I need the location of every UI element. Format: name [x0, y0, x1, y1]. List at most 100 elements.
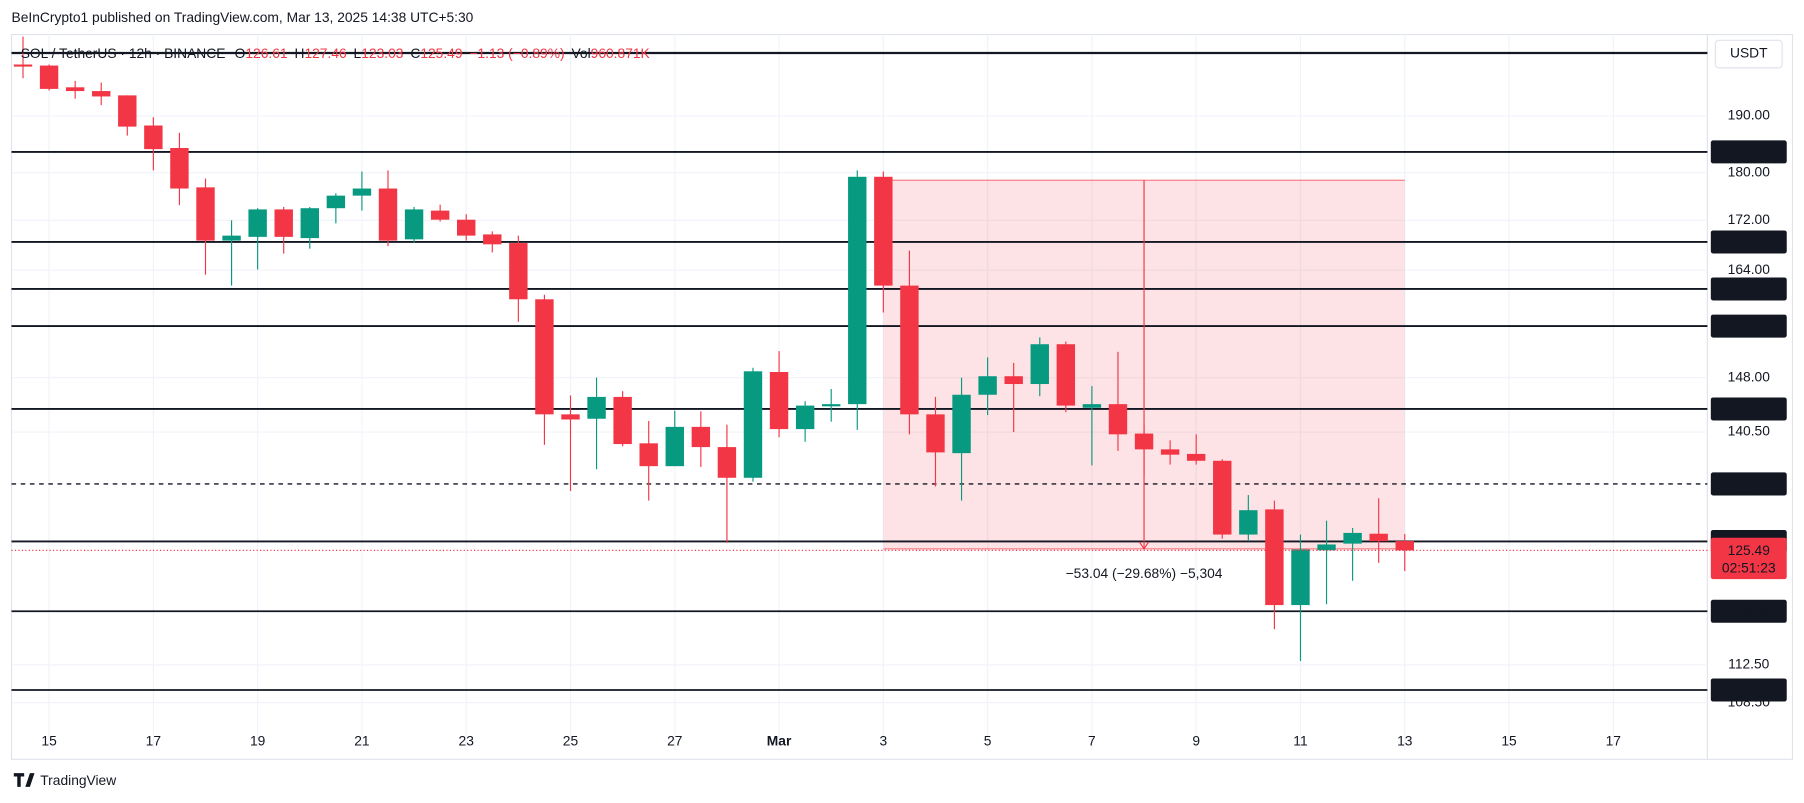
- ohlc-value: 123.03: [361, 46, 404, 61]
- candle-body: [352, 188, 372, 196]
- level-price-label: 118.40: [1728, 604, 1770, 619]
- volume-value: 960.871K: [591, 46, 651, 61]
- level-price-label: 168.48: [1728, 235, 1771, 250]
- candle-body: [222, 235, 241, 241]
- y-tick-label: 164.00: [1728, 262, 1771, 277]
- candle-body: [769, 371, 789, 430]
- x-tick-label: 15: [41, 734, 57, 749]
- candle-body: [561, 414, 580, 420]
- y-tick-label: 172.00: [1728, 212, 1771, 227]
- candle-body: [274, 209, 293, 237]
- candle-body: [900, 285, 919, 415]
- candle-body: [483, 234, 502, 245]
- level-price-box: [1710, 140, 1787, 164]
- level-price-label: 155.47: [1728, 319, 1771, 334]
- measure-arrow: [1138, 541, 1150, 550]
- candle-body: [743, 371, 763, 478]
- candle-body: [952, 394, 971, 454]
- candle-body: [65, 87, 85, 92]
- brand-logo: [13, 773, 35, 787]
- x-tick-label: 5: [984, 734, 992, 749]
- candle-body: [717, 447, 737, 478]
- published-note: BeInCrypto1 published on TradingView.com…: [12, 10, 474, 25]
- x-tick-label: 9: [1192, 734, 1200, 749]
- current-price-label: 125.49: [1728, 543, 1771, 558]
- candle-body: [196, 187, 215, 241]
- currency-button: [1714, 39, 1783, 69]
- brand-name: TradingView: [40, 773, 116, 788]
- candle-body: [1108, 404, 1128, 435]
- level-price-label: 133.71: [1728, 477, 1771, 492]
- candle-body: [457, 219, 476, 236]
- ohlc-value: 126.61: [245, 46, 287, 61]
- candle-body: [144, 125, 163, 150]
- candle-body: [1265, 509, 1284, 606]
- y-tick-label: 180.00: [1728, 164, 1771, 179]
- symbol-legend: SOL / TetherUS · 12h · BINANCE O126.61 H12…: [21, 46, 651, 61]
- x-tick-label: 25: [563, 734, 579, 749]
- candle-body: [1291, 549, 1310, 606]
- x-tick-label: 15: [1501, 734, 1517, 749]
- candle-body: [170, 147, 189, 189]
- candle-body: [1056, 344, 1076, 406]
- level-price-label: 109.82: [1728, 683, 1771, 698]
- candle-body: [1004, 376, 1023, 385]
- y-tick-label: 140.50: [1728, 424, 1771, 439]
- x-tick-label: 23: [459, 734, 475, 749]
- x-tick-label: 17: [1606, 734, 1621, 749]
- candle-body: [1239, 510, 1258, 535]
- candle-body: [639, 443, 658, 467]
- level-price-box: [1710, 230, 1787, 254]
- candle-body: [248, 209, 267, 237]
- chart-frame: [10, 33, 1794, 760]
- candle-body: [13, 64, 33, 67]
- candle-body: [1160, 449, 1180, 455]
- candle-body: [795, 405, 815, 430]
- candle-body: [691, 426, 711, 448]
- measure-label: −53.04 (−29.68%) −5,304: [1066, 566, 1223, 581]
- candle-body: [378, 188, 398, 241]
- candle-body: [1082, 404, 1102, 408]
- candle-body: [300, 208, 319, 239]
- candle-body: [1186, 453, 1206, 461]
- x-tick-label: 21: [354, 734, 369, 749]
- level-price-label: 161.08: [1728, 282, 1771, 297]
- level-price-box: [1710, 599, 1787, 623]
- x-tick-label: 19: [250, 734, 266, 749]
- candle-body: [978, 376, 997, 395]
- level-price-label: 143.64: [1728, 402, 1771, 417]
- level-price-box: [1710, 397, 1787, 421]
- x-tick-label: Mar: [767, 734, 792, 749]
- candle-body: [665, 426, 684, 467]
- currency-label: USDT: [1730, 46, 1768, 61]
- x-tick-label: 27: [667, 734, 682, 749]
- candle-body: [1317, 544, 1336, 551]
- candle-body: [1369, 533, 1388, 542]
- candle-body: [326, 195, 346, 209]
- candle-body: [118, 95, 137, 127]
- x-tick-label: 7: [1088, 734, 1096, 749]
- candle-body: [509, 243, 528, 300]
- candle-body: [1030, 344, 1049, 385]
- y-tick-label: 190.00: [1728, 108, 1771, 123]
- candle-body: [430, 210, 450, 220]
- countdown-label: 02:51:23: [1722, 560, 1776, 575]
- level-price-box: [1710, 314, 1787, 338]
- candle-body: [92, 91, 111, 97]
- ohlc-value: 125.49: [420, 46, 463, 61]
- candle-body: [39, 65, 59, 89]
- current-price-box: [1710, 537, 1787, 580]
- candle-body: [613, 396, 632, 445]
- level-price-box: [1710, 472, 1787, 496]
- level-price-label: 183.61: [1728, 145, 1771, 160]
- ohlc-value: 127.46: [304, 46, 347, 61]
- candle-body: [821, 404, 841, 407]
- x-tick-label: 13: [1397, 734, 1413, 749]
- x-tick-label: 17: [146, 734, 161, 749]
- x-tick-label: 11: [1293, 734, 1307, 749]
- volume-key: Vol: [571, 46, 590, 61]
- candle-body: [1395, 541, 1414, 551]
- ohlc-key: H: [294, 46, 304, 61]
- level-price-box: [1710, 277, 1787, 301]
